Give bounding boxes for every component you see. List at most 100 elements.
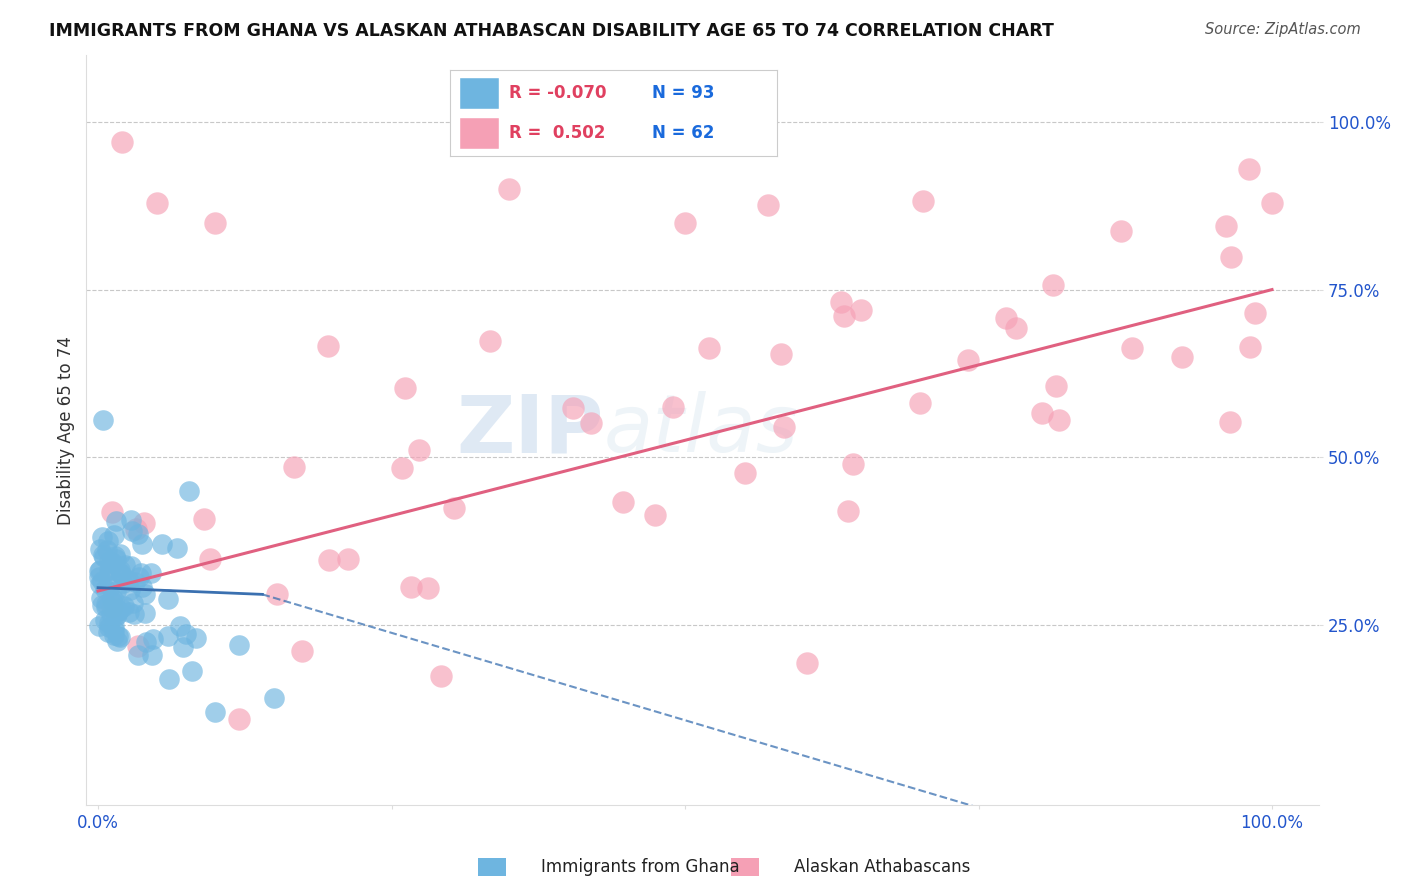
Point [103, 592, 125, 607]
Point [662, 400, 685, 414]
Point [101, 600, 124, 615]
Point [107, 629, 129, 643]
Point [101, 555, 124, 569]
Point [90, 591, 112, 606]
Point [103, 618, 125, 632]
Point [408, 442, 430, 457]
Point [204, 705, 226, 719]
Point [131, 536, 153, 550]
Point [1171, 351, 1194, 365]
Point [91, 574, 114, 588]
Point [673, 216, 696, 230]
Point [110, 567, 132, 582]
Point [1220, 250, 1243, 264]
Point [98, 579, 121, 593]
Text: Immigrants from Ghana: Immigrants from Ghana [541, 858, 740, 876]
Point [912, 194, 935, 209]
Point [172, 640, 194, 654]
Point [103, 628, 125, 642]
Point [131, 580, 153, 594]
Point [1042, 277, 1064, 292]
Point [772, 420, 794, 434]
Point [166, 541, 188, 556]
Point [399, 580, 422, 594]
Point [283, 460, 305, 475]
Point [100, 591, 122, 605]
Text: atlas: atlas [605, 392, 799, 469]
Point [111, 576, 134, 591]
Point [418, 581, 440, 595]
Point [117, 573, 139, 587]
Point [157, 672, 180, 686]
Point [89, 576, 111, 591]
Point [100, 505, 122, 519]
Point [200, 552, 222, 566]
Point [114, 558, 136, 573]
Point [124, 607, 146, 621]
Point [94, 600, 117, 615]
Point [108, 548, 131, 562]
Point [179, 483, 201, 498]
Point [443, 500, 465, 515]
Point [127, 648, 149, 662]
Point [1047, 413, 1070, 427]
Point [103, 527, 125, 541]
Point [291, 644, 314, 658]
Point [91, 548, 114, 562]
Point [174, 627, 197, 641]
Point [1239, 340, 1261, 354]
Point [832, 309, 855, 323]
Point [110, 601, 132, 615]
Point [91, 598, 114, 612]
Point [127, 639, 149, 653]
Point [89, 563, 111, 577]
Point [97, 624, 120, 639]
Point [994, 311, 1017, 326]
Point [181, 665, 204, 679]
Point [105, 514, 128, 528]
Point [1111, 223, 1133, 237]
Point [97, 563, 120, 577]
Point [108, 564, 131, 578]
Point [316, 339, 339, 353]
Point [97, 616, 120, 631]
Point [336, 551, 359, 566]
Point [697, 341, 720, 355]
Point [956, 353, 979, 368]
Point [105, 602, 128, 616]
Point [849, 302, 872, 317]
Point [1215, 219, 1237, 233]
Point [318, 553, 340, 567]
Point [134, 606, 156, 620]
Point [105, 603, 128, 617]
Point [1219, 416, 1241, 430]
Point [120, 582, 142, 597]
Point [128, 570, 150, 584]
Point [104, 608, 127, 623]
Point [105, 607, 128, 622]
Y-axis label: Disability Age 65 to 74: Disability Age 65 to 74 [58, 335, 75, 524]
Point [129, 566, 152, 580]
Text: ZIP: ZIP [457, 392, 605, 469]
Point [118, 605, 141, 619]
Point [1031, 406, 1053, 420]
Point [93, 549, 115, 564]
Point [98, 620, 121, 634]
Point [204, 216, 226, 230]
Point [135, 635, 157, 649]
Point [193, 512, 215, 526]
Point [91, 413, 114, 427]
Point [108, 630, 131, 644]
Point [186, 631, 208, 645]
Point [134, 587, 156, 601]
Point [89, 564, 111, 578]
Point [122, 596, 145, 610]
Point [145, 195, 167, 210]
Point [142, 632, 165, 646]
Point [124, 575, 146, 590]
Point [107, 603, 129, 617]
Point [612, 494, 634, 508]
Point [120, 559, 142, 574]
Point [1261, 195, 1284, 210]
Text: Alaskan Athabascans: Alaskan Athabascans [794, 858, 970, 876]
